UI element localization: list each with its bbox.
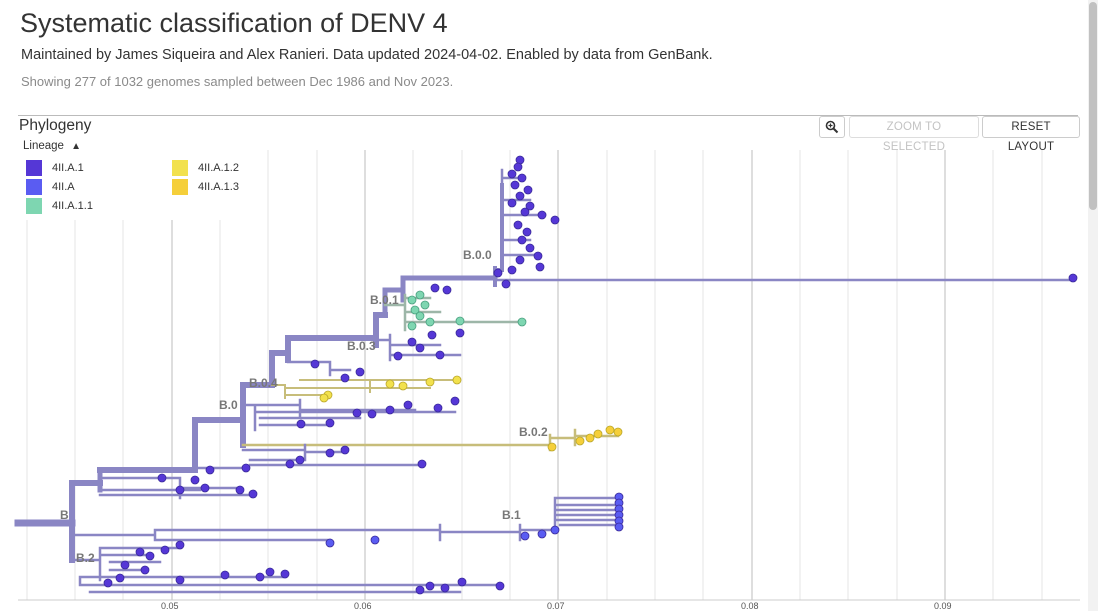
chevron-up-icon: ▲ (71, 141, 82, 152)
axis-tick-label: 0.06 (354, 601, 372, 611)
grid-lines (26, 150, 1043, 600)
tree-branches[interactable] (14, 168, 1074, 594)
phylogeny-tree[interactable]: B.0.0 B.0.1 B.0.3 B.0.4 B.0 B.0.2 B B.1 … (0, 140, 1088, 611)
magnifier-plus-icon (825, 120, 839, 134)
clade-label: B.0.4 (249, 376, 278, 390)
axis-tick-label: 0.09 (934, 601, 952, 611)
zoom-to-selected-button[interactable]: ZOOM TO SELECTED (849, 116, 979, 153)
axis-tick-label: 0.07 (547, 601, 565, 611)
legend-swatch (26, 179, 42, 195)
phylogeny-title: Phylogeny (19, 117, 92, 134)
clade-label: B.1 (502, 508, 521, 522)
clade-label: B.0 (219, 398, 238, 412)
legend-swatch (172, 160, 188, 176)
legend-swatch (26, 160, 42, 176)
legend-toggle[interactable]: Lineage ▲ (23, 140, 81, 152)
tip-markers[interactable] (103, 155, 1078, 595)
reset-layout-button[interactable]: RESET LAYOUT (982, 116, 1080, 153)
scrollbar-thumb[interactable] (1089, 2, 1097, 210)
legend-item-label: 4II.A.1 (52, 162, 84, 174)
clade-label: B.0.1 (370, 293, 399, 307)
zoom-in-button[interactable] (819, 116, 845, 138)
genome-count-summary: Showing 277 of 1032 genomes sampled betw… (21, 74, 454, 89)
clade-labels: B.0.0 B.0.1 B.0.3 B.0.4 B.0 B.0.2 B B.1 … (60, 248, 548, 565)
legend-swatch (172, 179, 188, 195)
legend-item-label: 4II.A (52, 181, 75, 193)
legend-item-label: 4II.A.1.2 (198, 162, 239, 174)
clade-label: B.0.2 (519, 425, 548, 439)
clade-label: B.0.3 (347, 339, 376, 353)
legend-swatch (26, 198, 42, 214)
page-title: Systematic classification of DENV 4 (20, 8, 448, 38)
page-scrollbar[interactable] (1088, 0, 1098, 611)
legend-item-label: 4II.A.1.1 (52, 200, 93, 212)
major-grid-lines (171, 150, 946, 600)
clade-label: B.2 (76, 551, 95, 565)
axis-tick-label: 0.08 (741, 601, 759, 611)
maintainers-byline: Maintained by James Siqueira and Alex Ra… (21, 47, 713, 63)
legend-item-label: 4II.A.1.3 (198, 181, 239, 193)
clade-label: B (60, 508, 69, 522)
axis-tick-label: 0.05 (161, 601, 179, 611)
x-axis: 0.05 0.06 0.07 0.08 0.09 (18, 599, 1080, 611)
legend-toggle-label: Lineage (23, 140, 64, 152)
clade-label: B.0.0 (463, 248, 492, 262)
section-divider (18, 115, 1078, 116)
